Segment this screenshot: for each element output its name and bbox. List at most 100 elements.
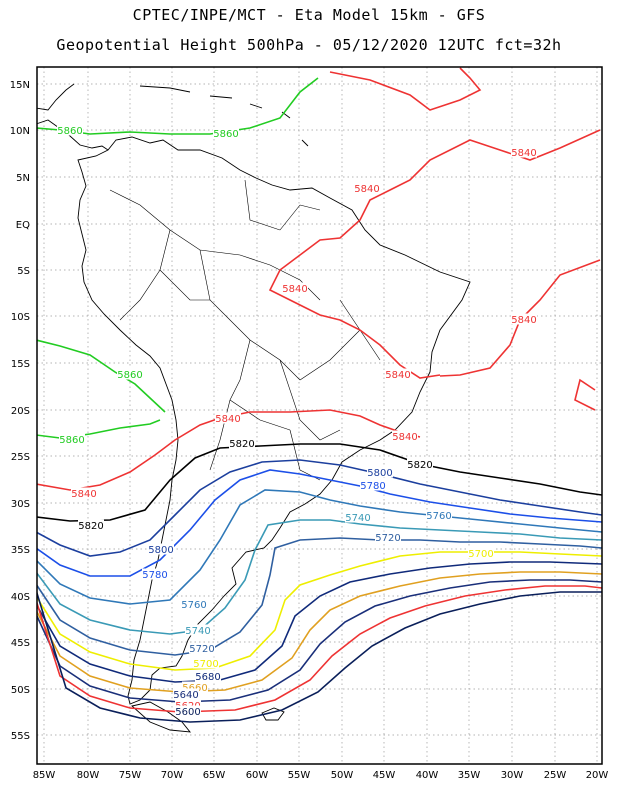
contour-label-5840: 5840 [71,489,96,500]
lat-tick-label: 15N [10,80,30,91]
lon-tick-label: 40W [416,770,439,781]
contour-label-background [189,642,215,654]
contour-5800 [37,459,602,557]
contour-5820 [37,443,602,522]
contour-label-background [117,368,143,380]
contour-label-5820: 5820 [407,460,432,471]
contour-label-5800: 5800 [148,545,173,556]
falklands [261,707,285,721]
contour-label-5860: 5860 [117,370,142,381]
contour-label-background [511,146,537,158]
contour-label-background [142,568,168,580]
caribbean-islands [139,85,309,147]
contour-label-5840: 5840 [511,315,536,326]
title-line-1: CPTEC/INPE/MCT - Eta Model 15km - GFS [132,6,486,24]
contour-label-5840: 5840 [511,148,536,159]
lon-tick-label: 60W [246,770,269,781]
contour-label-background [426,509,452,521]
contour-label-5860: 5860 [57,126,82,137]
contour-5700 [37,551,602,671]
contour-5720 [37,537,602,656]
title-line-2: Geopotential Height 500hPa - 05/12/2020 … [56,36,562,54]
lon-tick-label: 35W [458,770,481,781]
contour-label-5720: 5720 [375,533,400,544]
lat-tick-label: 50S [11,685,30,696]
contour-label-5840: 5840 [392,432,417,443]
lat-tick-label: 35S [11,545,30,556]
lat-tick-label: 45S [11,638,30,649]
contour-5840 [37,67,601,491]
lon-tick-label: 55W [288,770,311,781]
contour-label-5860: 5860 [213,129,238,140]
contour-label-background [468,547,494,559]
contour-label-5720: 5720 [189,644,214,655]
contour-5740 [37,519,602,635]
contour-label-background [360,479,386,491]
lon-tick-label: 30W [501,770,524,781]
lon-tick-label: 70W [161,770,184,781]
contour-label-background [511,313,537,325]
coastlines [37,83,471,733]
contour-label-5840: 5840 [215,414,240,425]
contour-5600 [37,590,602,723]
contour-label-5640: 5640 [173,690,198,701]
contour-5780 [37,469,602,577]
contour-label-background [354,182,380,194]
contour-label-background [407,458,433,470]
contour-label-background [185,624,211,636]
lat-tick-label: 55S [11,731,30,742]
lat-tick-label: 20S [11,406,30,417]
lon-tick-label: 50W [331,770,354,781]
lon-tick-label: 75W [119,770,142,781]
contour-label-5860: 5860 [59,435,84,446]
contour-label-background [215,412,241,424]
lat-tick-label: EQ [16,220,30,231]
longitude-labels: 85W 80W 75W 70W 65W 60W 55W 50W 45W 40W 35W 30W 25W 2… [33,770,609,781]
contour-label-background [148,543,174,555]
contour-labels: 5860 5860 5860 5860 5840 5840 5840 5840 5840 5840… [57,124,537,718]
lon-tick-label: 25W [544,770,567,781]
lon-tick-label: 45W [373,770,396,781]
contour-label-background [193,657,219,669]
contour-5660 [37,571,602,693]
contour-5680 [37,561,602,683]
contour-label-5760: 5760 [426,511,451,522]
country-borders [109,179,381,481]
south-america-coast [77,136,471,705]
grid-lines [37,67,602,764]
contour-label-5780: 5780 [360,481,385,492]
lat-tick-label: 10S [11,312,30,323]
contour-label-background [71,487,97,499]
map-frame [36,66,603,765]
contour-label-5840: 5840 [282,284,307,295]
central-america [37,83,109,151]
contour-label-5840: 5840 [385,370,410,381]
contour-label-background [59,433,85,445]
latitude-labels: 15N 10N 5N EQ 5S 10S 15S 20S 25S 30S 35S 40S 45S 50S 5… [10,80,30,742]
tierra-del-fuego [131,701,192,733]
contour-label-5600: 5600 [175,707,200,718]
lat-tick-label: 5S [17,266,30,277]
contour-label-5760: 5760 [181,600,206,611]
contour-label-background [181,598,207,610]
contour-label-background [385,368,411,380]
contour-label-background [367,466,393,478]
contour-5620 [37,585,602,713]
contour-label-background [173,688,199,700]
contour-label-background [57,124,83,136]
contour-label-background [175,705,201,717]
contour-label-background [195,670,221,682]
contour-label-background [282,282,308,294]
lat-tick-label: 10N [10,126,30,137]
contour-label-5700: 5700 [193,659,218,670]
contour-label-background [78,519,104,531]
contour-label-background [392,430,418,442]
contour-label-5700: 5700 [468,549,493,560]
contour-label-5780: 5780 [142,570,167,581]
contour-label-5800: 5800 [367,468,392,479]
lat-tick-label: 30S [11,499,30,510]
lat-tick-label: 40S [11,592,30,603]
contour-lines [37,67,602,723]
contour-5640 [37,579,602,703]
